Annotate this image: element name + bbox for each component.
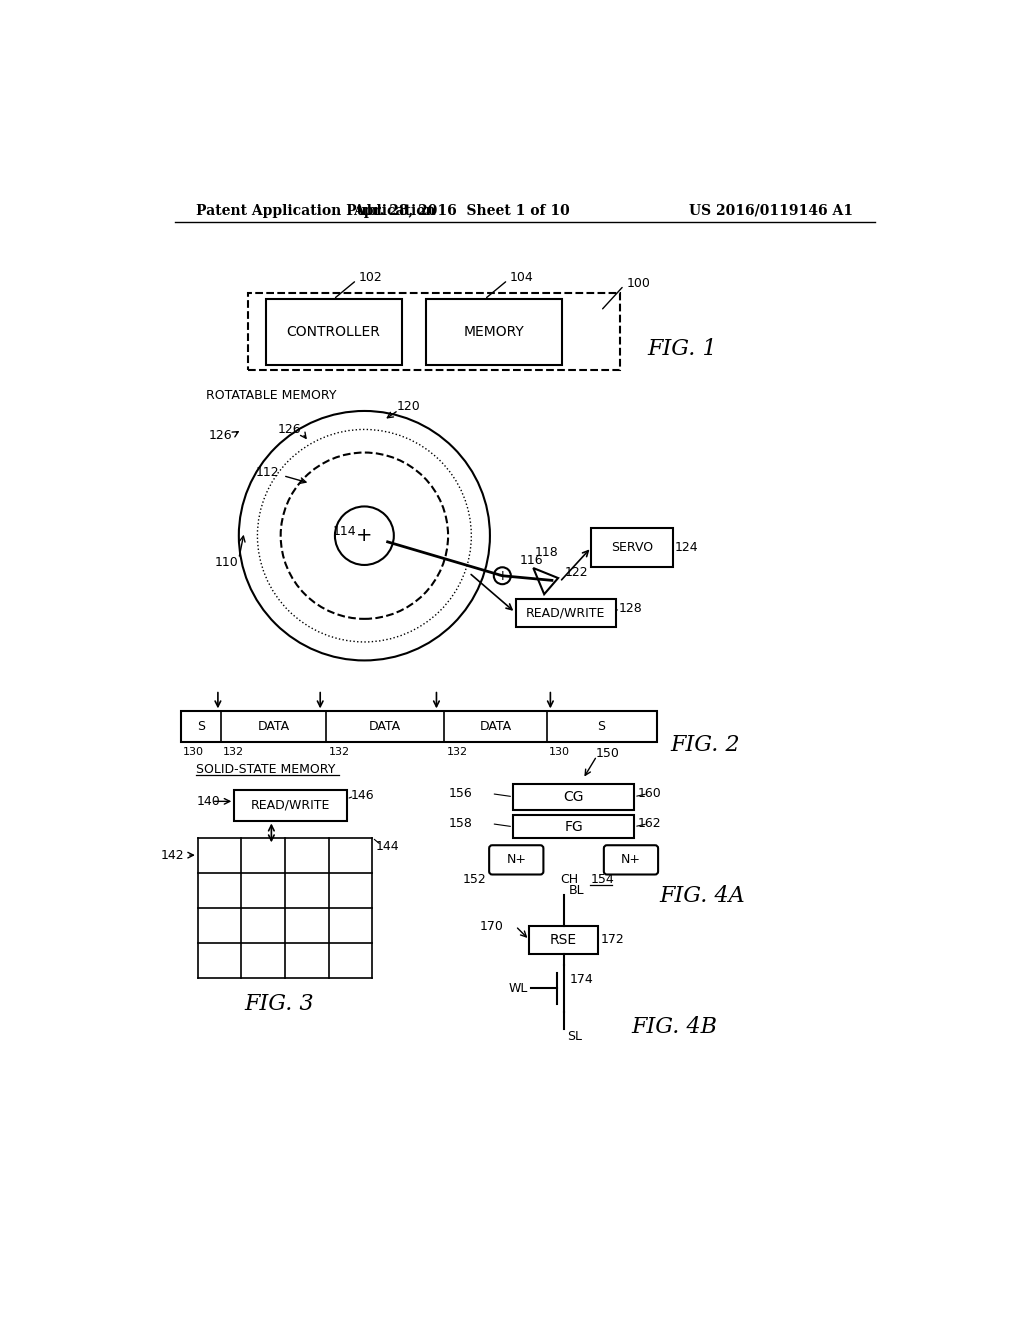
Text: 150: 150 [595, 747, 620, 760]
Text: US 2016/0119146 A1: US 2016/0119146 A1 [689, 203, 853, 218]
Text: S: S [598, 721, 605, 733]
Text: 156: 156 [450, 787, 473, 800]
FancyBboxPatch shape [513, 816, 634, 838]
FancyBboxPatch shape [489, 845, 544, 875]
Text: FIG. 4A: FIG. 4A [658, 886, 744, 907]
FancyBboxPatch shape [513, 784, 634, 810]
FancyBboxPatch shape [234, 789, 346, 821]
Text: 132: 132 [223, 747, 245, 758]
FancyBboxPatch shape [592, 528, 673, 566]
FancyBboxPatch shape [604, 845, 658, 875]
Text: 100: 100 [627, 277, 650, 289]
Text: 158: 158 [449, 817, 473, 830]
Text: ROTATABLE MEMORY: ROTATABLE MEMORY [206, 389, 336, 403]
Text: SL: SL [566, 1031, 582, 1044]
Text: 174: 174 [569, 973, 594, 986]
Text: N+: N+ [506, 853, 526, 866]
Text: 104: 104 [510, 271, 534, 284]
Text: 118: 118 [535, 546, 559, 560]
Text: READ/WRITE: READ/WRITE [250, 799, 330, 812]
Text: READ/WRITE: READ/WRITE [526, 606, 605, 619]
Text: 154: 154 [591, 873, 614, 886]
Text: FIG. 3: FIG. 3 [245, 993, 314, 1015]
Text: 140: 140 [197, 795, 220, 808]
Text: N+: N+ [621, 853, 641, 866]
Text: 132: 132 [329, 747, 350, 758]
Text: SOLID-STATE MEMORY: SOLID-STATE MEMORY [197, 763, 336, 776]
Text: 126: 126 [278, 422, 301, 436]
Text: DATA: DATA [258, 721, 290, 733]
Text: 146: 146 [350, 789, 374, 803]
Text: 144: 144 [376, 841, 399, 853]
Text: 152: 152 [463, 873, 486, 886]
Text: FIG. 4B: FIG. 4B [632, 1016, 718, 1038]
Text: 130: 130 [183, 747, 204, 758]
Text: 122: 122 [564, 566, 588, 579]
Text: DATA: DATA [479, 721, 511, 733]
Text: +: + [356, 527, 373, 545]
Text: 102: 102 [359, 271, 383, 284]
Text: 172: 172 [601, 933, 625, 946]
Text: 128: 128 [618, 602, 642, 615]
FancyBboxPatch shape [529, 927, 598, 954]
Text: S: S [197, 721, 205, 733]
Text: WL: WL [509, 982, 528, 995]
Text: BL: BL [569, 884, 585, 898]
Text: 116: 116 [519, 554, 543, 566]
Text: 170: 170 [479, 920, 503, 933]
Text: DATA: DATA [370, 721, 401, 733]
Text: FIG. 2: FIG. 2 [671, 734, 740, 756]
Text: 110: 110 [215, 556, 239, 569]
Text: 120: 120 [397, 400, 421, 413]
Text: 142: 142 [160, 849, 183, 862]
Text: Apr. 28, 2016  Sheet 1 of 10: Apr. 28, 2016 Sheet 1 of 10 [353, 203, 569, 218]
Text: 124: 124 [675, 541, 698, 554]
FancyBboxPatch shape [515, 599, 616, 627]
Text: 162: 162 [637, 817, 660, 830]
Text: MEMORY: MEMORY [464, 325, 524, 339]
Text: CH: CH [561, 873, 579, 886]
Text: FIG. 1: FIG. 1 [647, 338, 717, 360]
Text: 130: 130 [549, 747, 569, 758]
Text: SERVO: SERVO [610, 541, 653, 554]
Text: 132: 132 [446, 747, 468, 758]
Text: 112: 112 [256, 466, 280, 479]
Text: 126: 126 [209, 429, 232, 442]
Text: Patent Application Publication: Patent Application Publication [197, 203, 436, 218]
Text: CG: CG [563, 789, 584, 804]
Bar [180, 711, 656, 742]
Text: 160: 160 [637, 787, 660, 800]
Text: CONTROLLER: CONTROLLER [287, 325, 380, 339]
Text: 114: 114 [333, 525, 356, 539]
Text: +: + [497, 569, 508, 582]
Text: RSE: RSE [550, 933, 578, 946]
Text: FG: FG [564, 820, 583, 834]
